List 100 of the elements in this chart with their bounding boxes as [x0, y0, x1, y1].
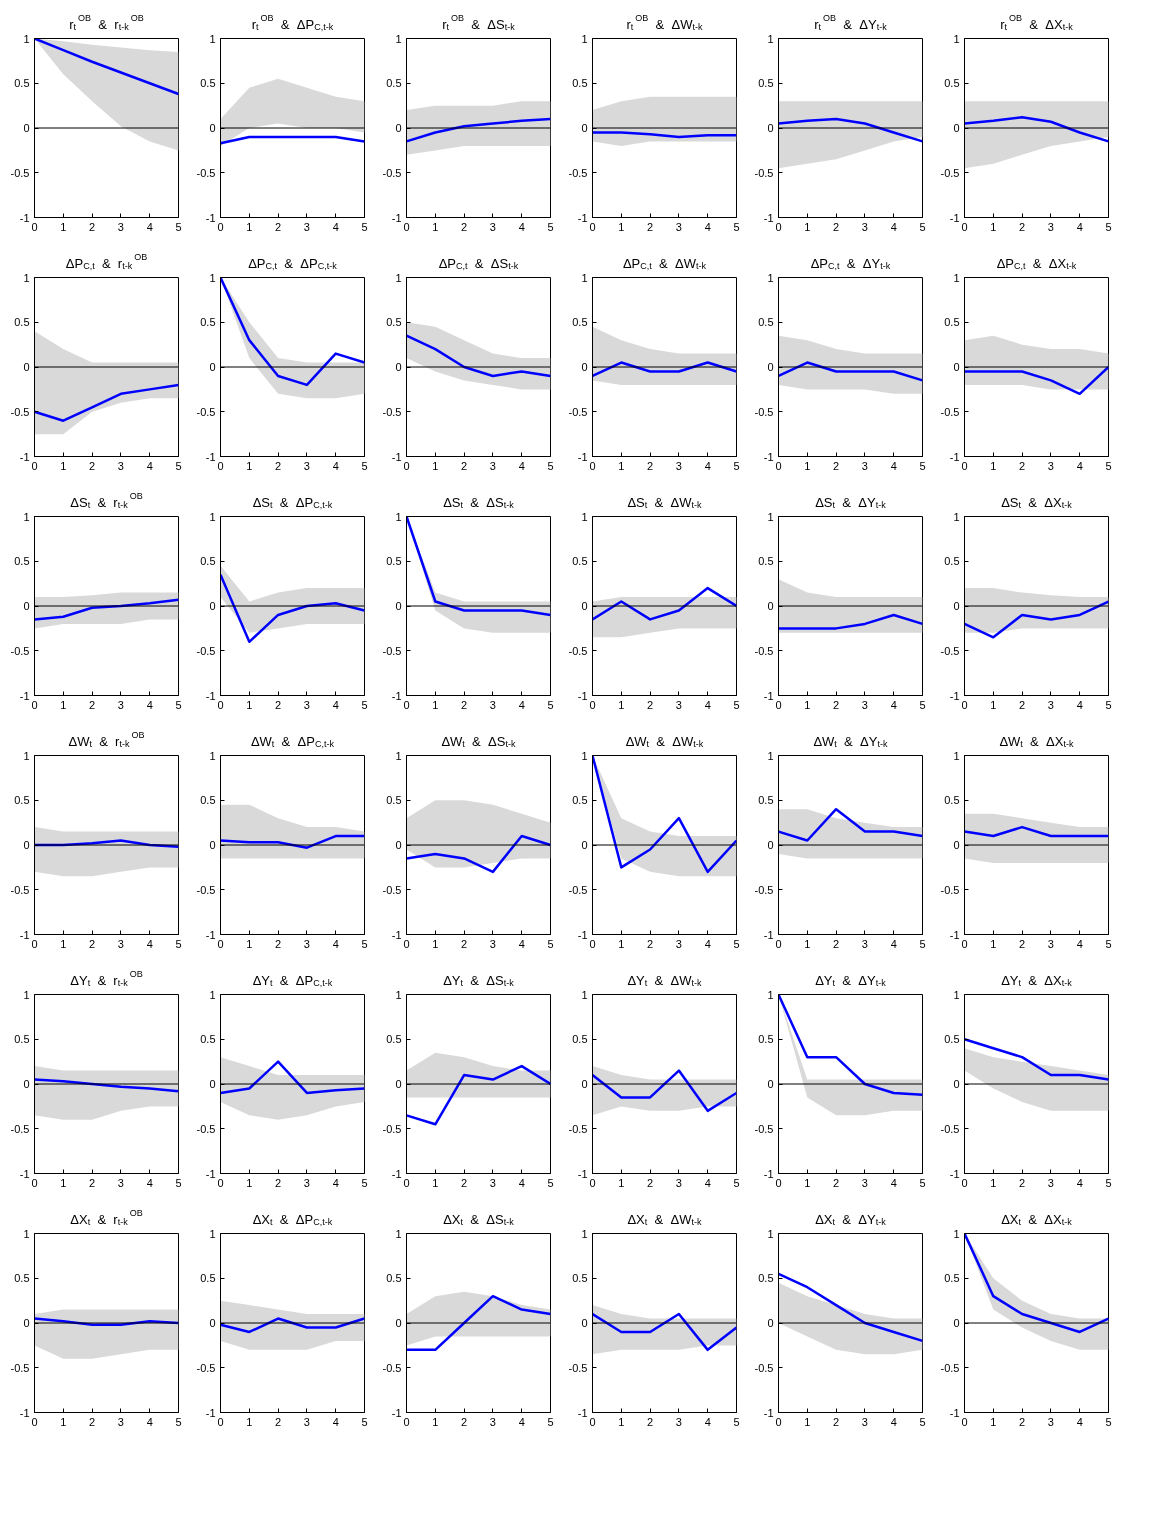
y-tick-label: 1 — [953, 32, 960, 45]
x-tick-label: 5 — [175, 1176, 182, 1189]
x-tick-label: 5 — [1105, 1415, 1112, 1428]
x-tick-label: 0 — [775, 698, 782, 711]
y-tick-label: -1 — [949, 211, 960, 224]
x-tick-label: 2 — [1019, 459, 1026, 472]
y-tick-label: 0 — [395, 361, 402, 373]
y-tick-label: -1 — [205, 1167, 216, 1180]
x-tick-label: 0 — [217, 1176, 224, 1189]
x-tick-label: 5 — [547, 459, 554, 472]
y-tick-label: 1 — [581, 271, 588, 284]
x-tick-label: 3 — [489, 459, 496, 472]
y-tick-label: 1 — [581, 988, 588, 1001]
x-tick-label: 3 — [861, 937, 868, 950]
x-tick-label: 3 — [117, 220, 124, 233]
x-tick-label: 3 — [117, 459, 124, 472]
x-tick-label: 4 — [890, 937, 897, 950]
x-tick-label: 2 — [89, 937, 96, 950]
x-tick-label: 5 — [547, 1176, 554, 1189]
y-tick-label: 1 — [953, 1227, 960, 1240]
x-tick-label: 3 — [489, 220, 496, 233]
y-tick-label: -0.5 — [10, 1122, 30, 1135]
y-tick-label: 0.5 — [386, 77, 402, 90]
y-tick-label: 0.5 — [944, 1033, 960, 1046]
y-tick-label: 0.5 — [386, 316, 402, 329]
y-tick-label: 0.5 — [572, 77, 588, 90]
x-tick-label: 2 — [461, 1176, 468, 1189]
x-tick-label: 2 — [833, 1176, 840, 1189]
x-tick-label: 4 — [332, 937, 339, 950]
y-tick-label: 0 — [395, 122, 402, 134]
x-tick-label: 5 — [733, 937, 740, 950]
x-tick-label: 1 — [990, 1176, 997, 1189]
x-tick-label: 4 — [1076, 937, 1083, 950]
y-tick-label: 0.5 — [758, 794, 774, 807]
y-tick-label: -1 — [949, 689, 960, 702]
x-tick-label: 0 — [589, 1176, 596, 1189]
x-tick-label: 1 — [60, 1415, 67, 1428]
y-tick-label: 0 — [767, 839, 774, 851]
y-tick-label: 0 — [209, 361, 216, 373]
y-tick-label: 0.5 — [200, 1272, 216, 1285]
x-tick-label: 0 — [403, 937, 410, 950]
x-tick-label: 0 — [775, 220, 782, 233]
x-tick-label: 4 — [704, 220, 711, 233]
x-tick-label: 4 — [518, 220, 525, 233]
y-tick-label: 1 — [953, 510, 960, 523]
x-tick-label: 1 — [804, 1415, 811, 1428]
x-tick-label: 1 — [432, 937, 439, 950]
y-tick-label: 0.5 — [758, 77, 774, 90]
y-tick-label: 0 — [23, 361, 30, 373]
y-tick-label: 0.5 — [758, 555, 774, 568]
x-tick-label: 2 — [89, 1176, 96, 1189]
x-tick-label: 3 — [303, 937, 310, 950]
x-tick-label: 5 — [1105, 459, 1112, 472]
y-tick-label: -0.5 — [940, 1122, 960, 1135]
x-tick-label: 1 — [990, 698, 997, 711]
x-tick-label: 1 — [432, 698, 439, 711]
x-tick-label: 1 — [990, 459, 997, 472]
y-tick-label: -0.5 — [196, 166, 216, 179]
y-tick-label: -0.5 — [754, 1361, 774, 1374]
x-tick-label: 3 — [675, 220, 682, 233]
x-tick-label: 2 — [461, 459, 468, 472]
x-tick-label: 3 — [489, 698, 496, 711]
y-tick-label: -0.5 — [196, 1361, 216, 1374]
y-tick-label: 1 — [767, 988, 774, 1001]
y-tick-label: -1 — [763, 1167, 774, 1180]
x-tick-label: 3 — [489, 937, 496, 950]
y-tick-label: 0 — [581, 1317, 588, 1329]
x-tick-label: 0 — [775, 1415, 782, 1428]
x-tick-label: 4 — [146, 459, 153, 472]
x-tick-label: 3 — [1047, 459, 1054, 472]
y-tick-label: 0.5 — [758, 1272, 774, 1285]
y-tick-label: 0 — [581, 839, 588, 851]
y-tick-label: -0.5 — [196, 644, 216, 657]
x-tick-label: 2 — [833, 220, 840, 233]
x-tick-label: 5 — [733, 1176, 740, 1189]
x-tick-label: 1 — [804, 220, 811, 233]
x-tick-label: 0 — [961, 937, 968, 950]
x-tick-label: 5 — [733, 698, 740, 711]
x-tick-label: 1 — [246, 1176, 253, 1189]
x-tick-label: 3 — [861, 220, 868, 233]
y-tick-label: 0.5 — [14, 1272, 30, 1285]
y-tick-label: -1 — [763, 450, 774, 463]
x-tick-label: 0 — [217, 1415, 224, 1428]
y-tick-label: -1 — [949, 1167, 960, 1180]
x-tick-label: 4 — [332, 459, 339, 472]
y-tick-label: 0 — [209, 600, 216, 612]
y-tick-label: -0.5 — [568, 883, 588, 896]
x-tick-label: 2 — [275, 1176, 282, 1189]
x-tick-label: 1 — [990, 937, 997, 950]
x-tick-label: 2 — [89, 1415, 96, 1428]
y-tick-label: 0.5 — [386, 555, 402, 568]
x-tick-label: 2 — [275, 698, 282, 711]
x-tick-label: 2 — [647, 459, 654, 472]
x-tick-label: 4 — [1076, 459, 1083, 472]
y-tick-label: -1 — [577, 1167, 588, 1180]
y-tick-label: -1 — [19, 450, 30, 463]
y-tick-label: 0 — [395, 600, 402, 612]
y-tick-label: 1 — [581, 749, 588, 762]
y-tick-label: 0 — [767, 1078, 774, 1090]
x-tick-label: 4 — [518, 937, 525, 950]
